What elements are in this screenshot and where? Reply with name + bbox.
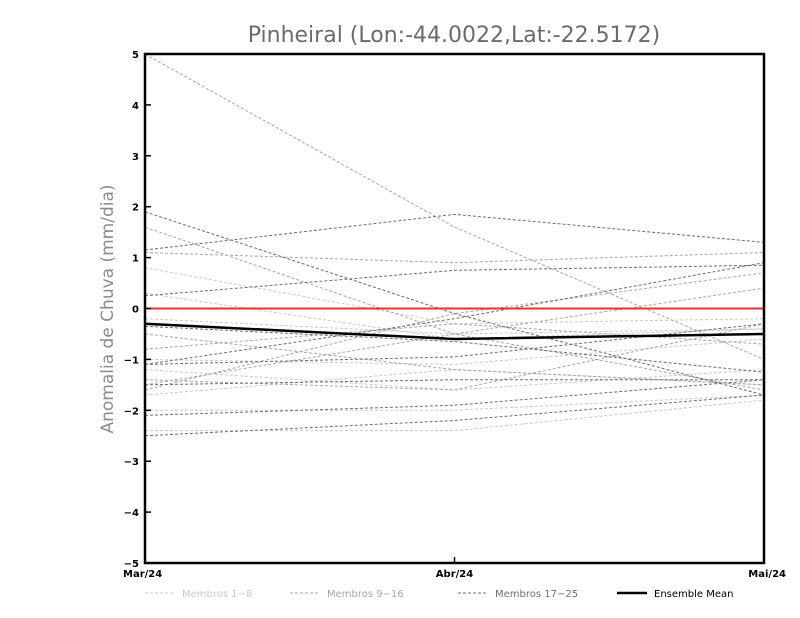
member-series-line — [144, 213, 765, 251]
y-tick-label: 4 — [132, 101, 139, 112]
x-tick-label: Mar/24 — [123, 569, 162, 580]
ensemble-mean-line — [144, 322, 765, 341]
member-series-line — [144, 318, 765, 335]
member-series-line — [144, 272, 765, 391]
member-series-line — [144, 211, 765, 396]
member-series-line — [145, 394, 765, 411]
legend-label: Ensemble Mean — [654, 589, 733, 600]
member-series-line — [144, 292, 765, 340]
member-series-line — [144, 252, 765, 264]
y-tick-label: 2 — [132, 203, 139, 214]
member-series-line — [144, 226, 765, 391]
member-series-line — [144, 323, 765, 350]
member-series-line — [144, 264, 765, 297]
member-series-line — [144, 325, 765, 373]
member-series-line — [144, 323, 765, 391]
legend-label: Membros 17−25 — [495, 589, 578, 600]
y-axis-label: Anomalia de Chuva (mm/dia) — [98, 184, 118, 433]
member-series-line — [144, 267, 765, 325]
y-tick-label: 3 — [132, 152, 139, 163]
y-tick-label: −2 — [124, 406, 139, 417]
member-series-line — [144, 287, 765, 386]
y-axis-ticks: 5 4 3 2 1 0 −1 −2 −3 −4 −5 — [124, 50, 151, 570]
y-tick-label: −4 — [124, 508, 139, 519]
y-tick-label: 1 — [132, 254, 139, 265]
chart-title: Pinheiral (Lon:-44.0022,Lat:-22.5172) — [248, 23, 661, 48]
member-series-line — [144, 369, 765, 391]
legend-label: Membros 1−8 — [182, 589, 252, 600]
y-tick-label: −5 — [124, 559, 139, 570]
member-series-line — [144, 394, 765, 437]
x-axis-ticks: Mar/24 Abr/24 Mai/24 — [123, 557, 786, 580]
member-series-line — [144, 338, 765, 365]
member-lines — [144, 53, 765, 437]
member-series-line — [144, 379, 764, 386]
y-tick-label: −3 — [124, 457, 139, 468]
y-tick-label: 5 — [132, 50, 139, 61]
x-tick-label: Abr/24 — [436, 569, 473, 580]
y-tick-label: 0 — [132, 305, 139, 316]
member-series-line — [145, 399, 765, 432]
legend-label: Membros 9−16 — [327, 589, 404, 600]
x-tick-label: Mai/24 — [748, 569, 786, 580]
member-series-line — [144, 262, 765, 365]
y-tick-label: −1 — [124, 355, 139, 366]
member-series-line — [144, 333, 765, 386]
legend: Membros 1−8 Membros 9−16 Membros 17−25 Ense… — [145, 589, 733, 600]
member-series-line — [144, 379, 765, 416]
